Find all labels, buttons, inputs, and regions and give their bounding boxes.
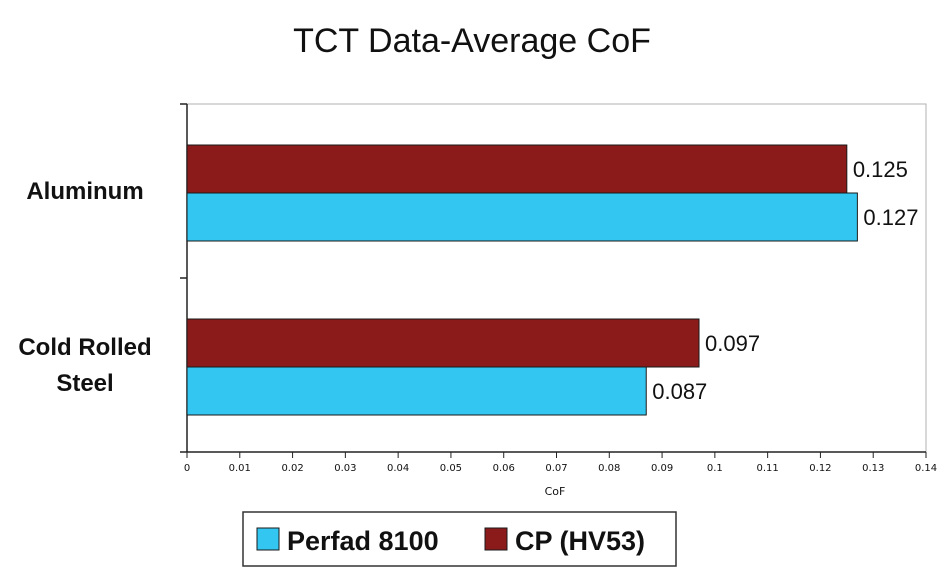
legend-box <box>242 511 677 567</box>
x-tick-label: 0.05 <box>440 463 462 474</box>
x-tick-label: 0.14 <box>915 463 937 474</box>
x-tick-label: 0.12 <box>809 463 831 474</box>
x-tick-label: 0.08 <box>598 463 620 474</box>
data-label: 0.097 <box>705 331 760 356</box>
x-tick-label: 0 <box>184 463 190 474</box>
legend-swatch-perfad-8100 <box>256 527 280 551</box>
category-labels: Aluminum Cold Rolled Steel <box>18 178 151 397</box>
legend-label: Perfad 8100 <box>287 526 439 556</box>
data-label: 0.127 <box>863 205 918 230</box>
x-tick-label: 0.09 <box>651 463 673 474</box>
bar-cp-hv53 <box>186 144 848 194</box>
data-label: 0.087 <box>652 379 707 404</box>
x-axis-label: CoF <box>545 485 566 498</box>
data-label: 0.125 <box>853 157 908 182</box>
x-tick-label: 0.06 <box>493 463 515 474</box>
category-label: Cold Rolled <box>18 334 151 361</box>
x-axis: 0 0.01 0.02 0.03 0.04 0.05 0.06 0.07 0.08 0.09 0.1… <box>184 452 937 474</box>
x-tick-label: 0.11 <box>757 463 779 474</box>
category-label: Aluminum <box>26 178 143 205</box>
x-tick-label: 0.1 <box>707 463 723 474</box>
x-tick-label: 0.04 <box>387 463 409 474</box>
chart-title: TCT Data-Average CoF <box>293 22 651 60</box>
bar-perfad-8100 <box>186 366 647 416</box>
x-tick-label: 0.02 <box>281 463 303 474</box>
bar-perfad-8100 <box>186 192 858 242</box>
x-tick-label: 0.03 <box>334 463 356 474</box>
x-tick-label: 0.13 <box>862 463 884 474</box>
category-label: Steel <box>56 370 113 397</box>
legend-label: CP (HV53) <box>515 526 645 556</box>
bar-cp-hv53 <box>186 318 700 368</box>
legend-swatch-cp-hv53 <box>484 527 508 551</box>
bars: 0.125 0.127 0.097 0.087 <box>186 144 918 416</box>
x-tick-label: 0.01 <box>229 463 251 474</box>
legend: Perfad 8100 CP (HV53) <box>242 511 677 567</box>
x-tick-label: 0.07 <box>545 463 567 474</box>
